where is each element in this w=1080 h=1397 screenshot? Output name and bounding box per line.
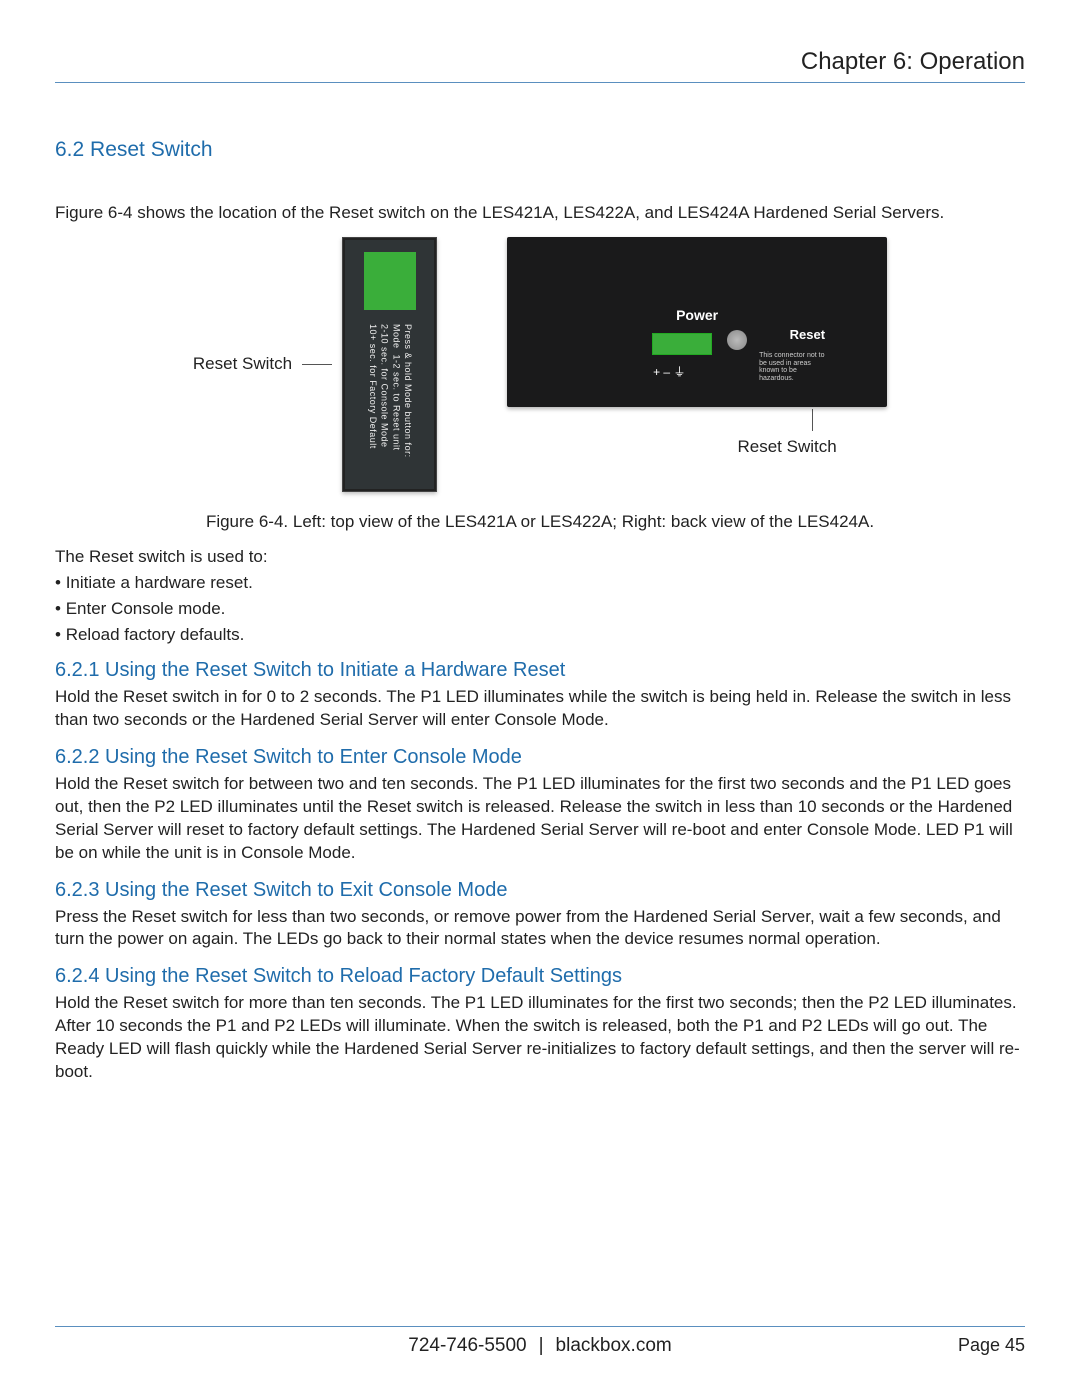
used-to-list: Initiate a hardware reset. Enter Console… xyxy=(55,573,1025,645)
subsection-heading: 6.2.1 Using the Reset Switch to Initiate… xyxy=(55,659,1025,682)
list-item: Initiate a hardware reset. xyxy=(55,573,1025,593)
footer-site: blackbox.com xyxy=(556,1335,672,1357)
subsection-body: Hold the Reset switch in for 0 to 2 seco… xyxy=(55,686,1025,732)
subsection-body: Press the Reset switch for less than two… xyxy=(55,906,1025,952)
reset-label: Reset xyxy=(790,327,825,342)
reset-switch-label-right: Reset Switch xyxy=(557,437,836,457)
figure-caption: Figure 6-4. Left: top view of the LES421… xyxy=(55,512,1025,532)
pointer-line xyxy=(302,364,332,365)
hazard-note: This connector not to be used in areas k… xyxy=(759,352,829,383)
terminal-block-icon xyxy=(364,252,416,310)
page-footer: 724-746-5500 | blackbox.com Page 45 xyxy=(55,1326,1025,1357)
chapter-header: Chapter 6: Operation xyxy=(55,48,1025,83)
device-top-view: Press & hold Mode button for: Mode 1-2 s… xyxy=(342,237,437,492)
polarity-label: + – ⏚ xyxy=(653,363,685,380)
reset-switch-label-left: Reset Switch xyxy=(193,354,292,374)
power-label: Power xyxy=(676,307,718,323)
page-number: Page 45 xyxy=(958,1335,1025,1356)
pointer-line xyxy=(812,409,813,431)
footer-separator: | xyxy=(539,1335,544,1357)
used-to-lead: The Reset switch is used to: xyxy=(55,546,1025,569)
reset-screw-icon xyxy=(727,330,747,350)
device-back-view: Power Reset + – ⏚ This connector not to … xyxy=(507,237,887,407)
section-heading-6-2: 6.2 Reset Switch xyxy=(55,138,1025,162)
section-intro: Figure 6-4 shows the location of the Res… xyxy=(55,202,1025,225)
list-item: Enter Console mode. xyxy=(55,599,1025,619)
mode-label-text: Press & hold Mode button for: Mode 1-2 s… xyxy=(366,324,413,458)
subsection-body: Hold the Reset switch for between two an… xyxy=(55,773,1025,865)
subsection-heading: 6.2.2 Using the Reset Switch to Enter Co… xyxy=(55,746,1025,769)
figure-6-4: Reset Switch Press & hold Mode button fo… xyxy=(55,237,1025,492)
subsection-body: Hold the Reset switch for more than ten … xyxy=(55,992,1025,1084)
subsection-heading: 6.2.4 Using the Reset Switch to Reload F… xyxy=(55,965,1025,988)
footer-phone: 724-746-5500 xyxy=(408,1335,526,1357)
subsection-heading: 6.2.3 Using the Reset Switch to Exit Con… xyxy=(55,879,1025,902)
list-item: Reload factory defaults. xyxy=(55,625,1025,645)
power-terminal-icon xyxy=(652,333,712,355)
